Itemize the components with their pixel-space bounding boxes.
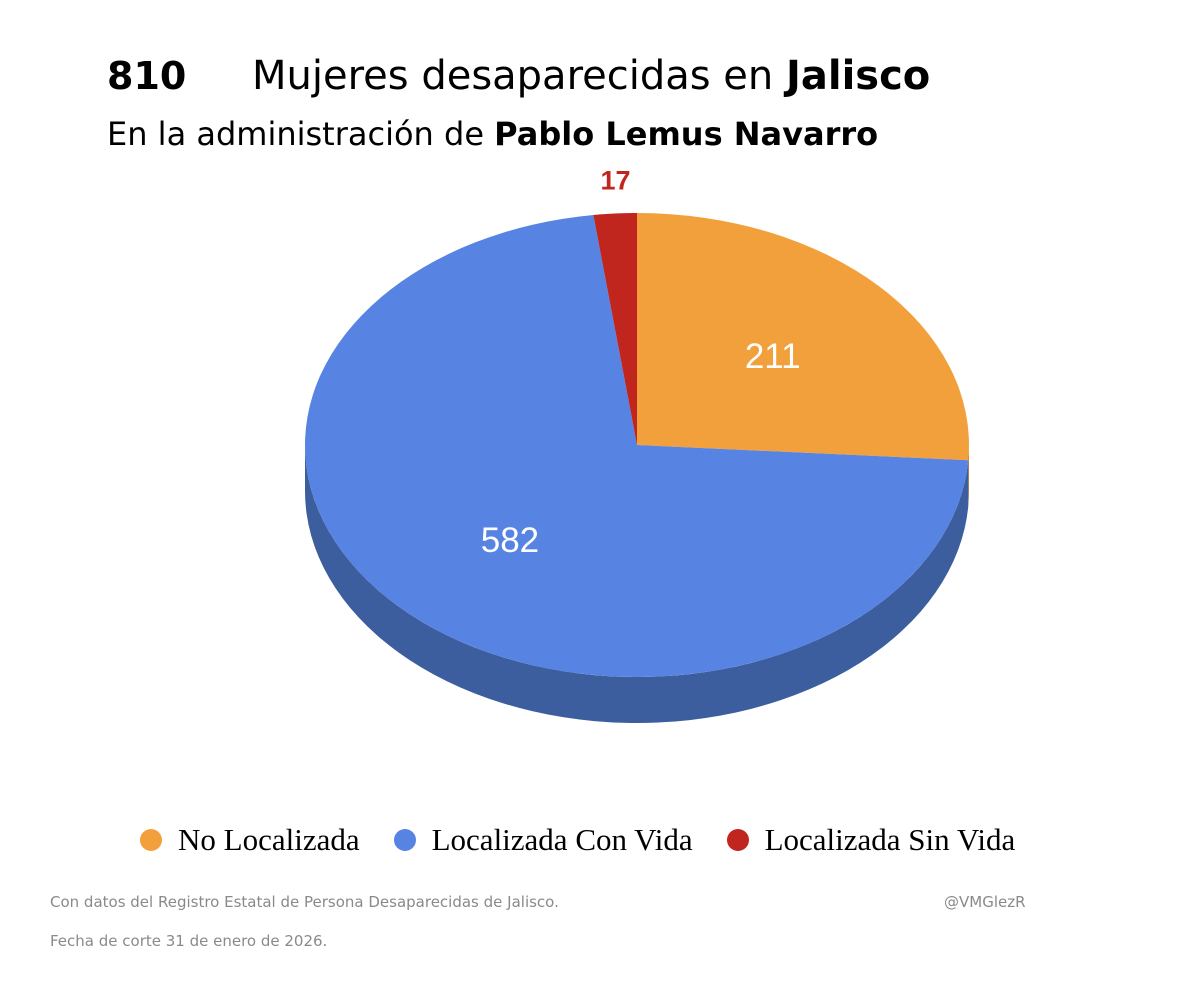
chart-subtitle: En la administración de Pablo Lemus Nava… — [107, 112, 878, 156]
cutoff-date: Fecha de corte 31 de enero de 2026. — [50, 932, 328, 950]
pie-label-localizada-con-vida: 582 — [481, 521, 539, 560]
pie-label-localizada-sin-vida: 17 — [601, 166, 631, 196]
legend-item-localizada-sin-vida: Localizada Sin Vida — [726, 822, 1016, 858]
legend-label-localizada-sin-vida: Localizada Sin Vida — [764, 822, 1016, 857]
pie-slice-localizada-con-vida — [305, 215, 969, 677]
chart-title: Mujeres desaparecidas en Jalisco — [252, 52, 930, 100]
pie-slice-localizada-sin-vida — [593, 213, 637, 445]
pie-chart: 211 582 17 — [305, 166, 970, 723]
legend-item-no-localizada: No Localizada — [140, 822, 360, 858]
chart-legend: No Localizada Localizada Con Vida Locali… — [140, 822, 1049, 858]
source-note: Con datos del Registro Estatal de Person… — [50, 893, 559, 911]
pie-side-localizada-con-vida — [305, 445, 969, 723]
pie-side-no-localizada — [968, 445, 969, 507]
chart-title-bold: Jalisco — [785, 53, 931, 99]
chart-subtitle-bold: Pablo Lemus Navarro — [494, 115, 879, 153]
pie-slice-no-localizada — [637, 213, 970, 461]
legend-dot-localizada-sin-vida — [726, 829, 749, 851]
chart-title-prefix: Mujeres desaparecidas en — [252, 53, 786, 99]
legend-dot-localizada-con-vida — [393, 829, 416, 851]
author-handle: @VMGlezR — [944, 893, 1026, 911]
legend-label-localizada-con-vida: Localizada Con Vida — [431, 822, 693, 857]
pie-label-no-localizada: 211 — [745, 337, 801, 376]
total-count: 810 — [107, 54, 187, 98]
legend-item-localizada-con-vida: Localizada Con Vida — [393, 822, 693, 858]
chart-subtitle-prefix: En la administración de — [107, 115, 495, 153]
legend-label-no-localizada: No Localizada — [178, 822, 360, 857]
legend-dot-no-localizada — [140, 829, 162, 851]
